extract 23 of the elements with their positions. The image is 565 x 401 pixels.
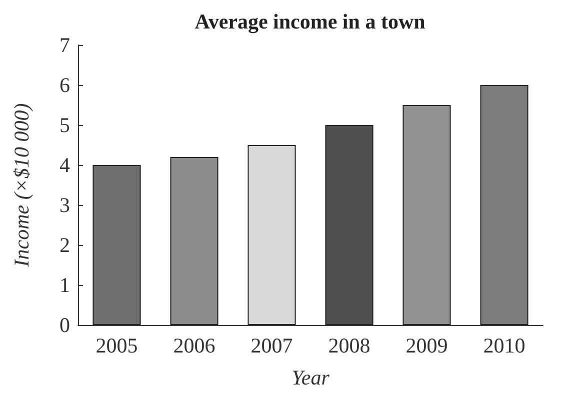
x-tick-label: 2005 — [96, 334, 138, 358]
y-tick-label: 6 — [60, 73, 70, 97]
x-tick-label: 2010 — [483, 334, 526, 358]
y-tick-label: 5 — [60, 113, 70, 137]
x-axis-title: Year — [292, 366, 330, 390]
chart-title: Average income in a town — [194, 10, 426, 34]
y-tick-label: 0 — [60, 313, 70, 337]
bar — [480, 85, 528, 325]
y-tick-label: 7 — [60, 33, 70, 57]
bar — [170, 157, 218, 325]
x-tick-label: 2008 — [328, 334, 370, 358]
bar — [92, 165, 141, 325]
y-tick-label: 3 — [60, 193, 70, 217]
bar — [325, 125, 374, 325]
y-tick-label: 1 — [60, 273, 70, 297]
x-tick-label: 2009 — [406, 334, 448, 358]
y-tick-label: 4 — [60, 153, 70, 177]
y-axis-title: Income (×$10 000) — [10, 103, 34, 268]
bar — [402, 105, 451, 325]
x-tick-label: 2007 — [250, 334, 293, 358]
y-tick-label: 2 — [60, 233, 70, 257]
x-tick-label: 2006 — [173, 334, 216, 358]
bar — [248, 145, 296, 325]
